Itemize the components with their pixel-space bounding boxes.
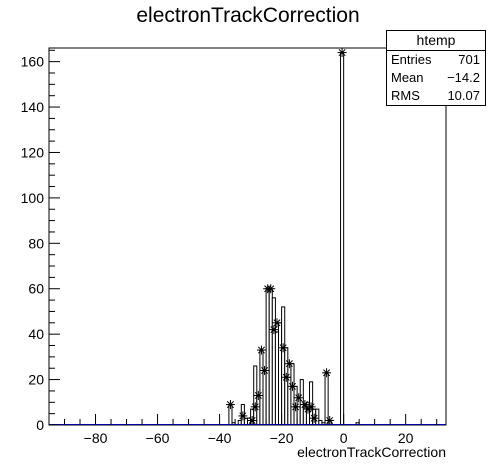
x-axis-label: electronTrackCorrection	[297, 444, 446, 460]
data-point-marker	[260, 365, 270, 375]
stats-value: 10.07	[447, 88, 480, 103]
data-point-marker	[272, 318, 282, 328]
histogram-bar	[324, 372, 329, 426]
y-tick-label: 120	[21, 144, 45, 160]
data-point-marker	[278, 343, 288, 353]
stats-row-entries: Entries 701	[387, 51, 485, 69]
stats-value: 701	[458, 52, 480, 67]
data-point-marker	[337, 48, 347, 58]
data-point-marker	[322, 368, 332, 378]
y-tick-label: 60	[28, 281, 44, 297]
x-tick-label: 20	[398, 430, 414, 446]
data-point-marker	[247, 415, 257, 425]
y-tick-label: 160	[21, 54, 45, 70]
y-tick-label: 80	[28, 235, 44, 251]
data-point-marker	[291, 402, 301, 412]
data-point-marker	[225, 400, 235, 410]
x-tick-label: −60	[146, 430, 170, 446]
y-tick-label: 0	[36, 417, 44, 433]
x-tick-label: −40	[208, 430, 232, 446]
data-point-marker	[256, 345, 266, 355]
stats-row-rms: RMS 10.07	[387, 87, 485, 105]
data-point-marker	[325, 415, 335, 425]
histogram-bar	[340, 52, 345, 426]
y-tick-label: 140	[21, 99, 45, 115]
data-point-marker	[306, 402, 316, 412]
data-point-marker	[309, 413, 319, 423]
data-point-marker	[287, 381, 297, 391]
data-point-marker	[284, 359, 294, 369]
data-point-marker	[294, 393, 304, 403]
stats-label: Entries	[391, 52, 432, 67]
data-point-marker	[238, 411, 248, 421]
data-point-marker	[281, 372, 291, 382]
y-tick-label: 20	[28, 372, 44, 388]
y-tick-label: 100	[21, 190, 45, 206]
stats-value: −14.2	[447, 70, 480, 85]
x-tick-label: −80	[84, 430, 108, 446]
data-point-marker	[266, 284, 276, 294]
data-point-marker	[250, 402, 260, 412]
data-point-marker	[269, 325, 279, 335]
y-tick-label: 40	[28, 326, 44, 342]
stats-label: Mean	[391, 70, 424, 85]
data-point-marker	[253, 390, 263, 400]
stats-row-mean: Mean −14.2	[387, 69, 485, 87]
chart-title: electronTrackCorrection	[136, 4, 360, 27]
stats-box-name: htemp	[387, 31, 485, 51]
x-tick-label: 0	[340, 430, 348, 446]
stats-label: RMS	[391, 88, 420, 103]
x-tick-label: −20	[270, 430, 294, 446]
stats-box: htemp Entries 701 Mean −14.2 RMS 10.07	[386, 30, 486, 106]
